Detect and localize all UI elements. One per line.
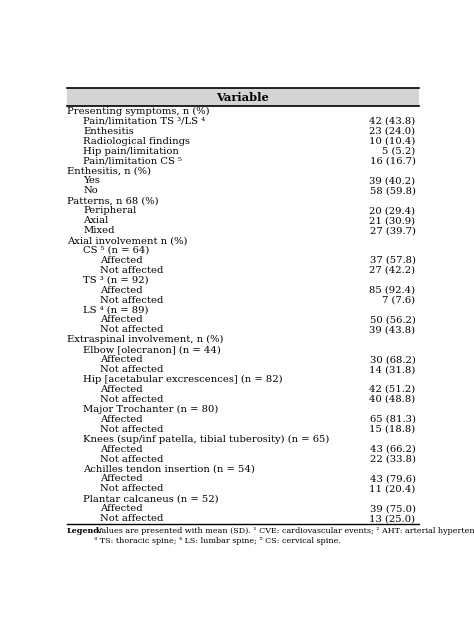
Text: 7 (7.6): 7 (7.6) xyxy=(383,296,416,305)
Text: 39 (40.2): 39 (40.2) xyxy=(369,176,416,185)
Text: 22 (33.8): 22 (33.8) xyxy=(370,454,416,463)
Text: Values are presented with mean (SD). ¹ CVE: cardiovascular events; ² AHT: arteri: Values are presented with mean (SD). ¹ C… xyxy=(94,528,474,545)
Text: 65 (81.3): 65 (81.3) xyxy=(370,415,416,424)
Text: 39 (75.0): 39 (75.0) xyxy=(370,504,416,513)
Text: 21 (30.9): 21 (30.9) xyxy=(369,216,416,225)
Text: Affected: Affected xyxy=(100,286,142,295)
Text: Affected: Affected xyxy=(100,415,142,424)
Text: 37 (57.8): 37 (57.8) xyxy=(370,256,416,265)
Text: Affected: Affected xyxy=(100,315,142,324)
Text: Not affected: Not affected xyxy=(100,484,163,494)
Text: 40 (48.8): 40 (48.8) xyxy=(369,395,416,404)
Text: Not affected: Not affected xyxy=(100,425,163,434)
Text: 5 (5.2): 5 (5.2) xyxy=(383,147,416,155)
Text: Peripheral: Peripheral xyxy=(83,206,137,216)
Text: 42 (51.2): 42 (51.2) xyxy=(369,385,416,394)
Text: Not affected: Not affected xyxy=(100,395,163,404)
Text: Legend:: Legend: xyxy=(66,528,102,535)
Text: Affected: Affected xyxy=(100,355,142,364)
Text: Presenting symptoms, n (%): Presenting symptoms, n (%) xyxy=(66,107,209,116)
Text: Mixed: Mixed xyxy=(83,226,115,235)
Text: Plantar calcaneus (n = 52): Plantar calcaneus (n = 52) xyxy=(83,494,219,503)
Text: Affected: Affected xyxy=(100,504,142,513)
Bar xyxy=(66,88,419,107)
Text: Extraspinal involvement, n (%): Extraspinal involvement, n (%) xyxy=(66,336,223,344)
Text: Affected: Affected xyxy=(100,444,142,454)
Text: Pain/limitation TS ³/LS ⁴: Pain/limitation TS ³/LS ⁴ xyxy=(83,117,205,126)
Text: 20 (29.4): 20 (29.4) xyxy=(369,206,416,216)
Text: CS ⁵ (n = 64): CS ⁵ (n = 64) xyxy=(83,246,149,255)
Text: Affected: Affected xyxy=(100,256,142,265)
Text: Axial: Axial xyxy=(83,216,109,225)
Text: Variable: Variable xyxy=(217,92,269,103)
Text: Affected: Affected xyxy=(100,475,142,483)
Text: 11 (20.4): 11 (20.4) xyxy=(369,484,416,494)
Text: Major Trochanter (n = 80): Major Trochanter (n = 80) xyxy=(83,404,219,414)
Text: Knees (sup/inf patella, tibial tuberosity) (n = 65): Knees (sup/inf patella, tibial tuberosit… xyxy=(83,435,329,444)
Text: Hip [acetabular excrescences] (n = 82): Hip [acetabular excrescences] (n = 82) xyxy=(83,375,283,384)
Text: Not affected: Not affected xyxy=(100,365,163,374)
Text: 13 (25.0): 13 (25.0) xyxy=(369,514,416,523)
Text: 42 (43.8): 42 (43.8) xyxy=(369,117,416,126)
Text: Not affected: Not affected xyxy=(100,325,163,334)
Text: Pain/limitation CS ⁵: Pain/limitation CS ⁵ xyxy=(83,157,182,166)
Text: LS ⁴ (n = 89): LS ⁴ (n = 89) xyxy=(83,305,149,315)
Text: 16 (16.7): 16 (16.7) xyxy=(370,157,416,166)
Text: 10 (10.4): 10 (10.4) xyxy=(369,137,416,146)
Text: 27 (42.2): 27 (42.2) xyxy=(369,266,416,275)
Text: 85 (92.4): 85 (92.4) xyxy=(369,286,416,295)
Text: 50 (56.2): 50 (56.2) xyxy=(370,315,416,324)
Text: TS ³ (n = 92): TS ³ (n = 92) xyxy=(83,276,149,285)
Text: 43 (66.2): 43 (66.2) xyxy=(370,444,416,454)
Text: Elbow [olecranon] (n = 44): Elbow [olecranon] (n = 44) xyxy=(83,345,221,355)
Text: 30 (68.2): 30 (68.2) xyxy=(370,355,416,364)
Text: 58 (59.8): 58 (59.8) xyxy=(370,186,416,195)
Text: 39 (43.8): 39 (43.8) xyxy=(369,325,416,334)
Text: Radiological findings: Radiological findings xyxy=(83,137,190,146)
Text: 14 (31.8): 14 (31.8) xyxy=(369,365,416,374)
Text: Not affected: Not affected xyxy=(100,266,163,275)
Text: 15 (18.8): 15 (18.8) xyxy=(369,425,416,434)
Text: 23 (24.0): 23 (24.0) xyxy=(369,127,416,136)
Text: Not affected: Not affected xyxy=(100,296,163,305)
Text: Hip pain/limitation: Hip pain/limitation xyxy=(83,147,179,155)
Text: Affected: Affected xyxy=(100,385,142,394)
Text: Not affected: Not affected xyxy=(100,514,163,523)
Text: Enthesitis, n (%): Enthesitis, n (%) xyxy=(66,167,151,176)
Text: Achilles tendon insertion (n = 54): Achilles tendon insertion (n = 54) xyxy=(83,465,255,473)
Text: Axial involvement n (%): Axial involvement n (%) xyxy=(66,236,187,245)
Text: Patterns, n 68 (%): Patterns, n 68 (%) xyxy=(66,197,158,205)
Text: Yes: Yes xyxy=(83,176,100,185)
Text: 27 (39.7): 27 (39.7) xyxy=(370,226,416,235)
Text: No: No xyxy=(83,186,98,195)
Text: 43 (79.6): 43 (79.6) xyxy=(370,475,416,483)
Text: Not affected: Not affected xyxy=(100,454,163,463)
Text: Enthesitis: Enthesitis xyxy=(83,127,134,136)
